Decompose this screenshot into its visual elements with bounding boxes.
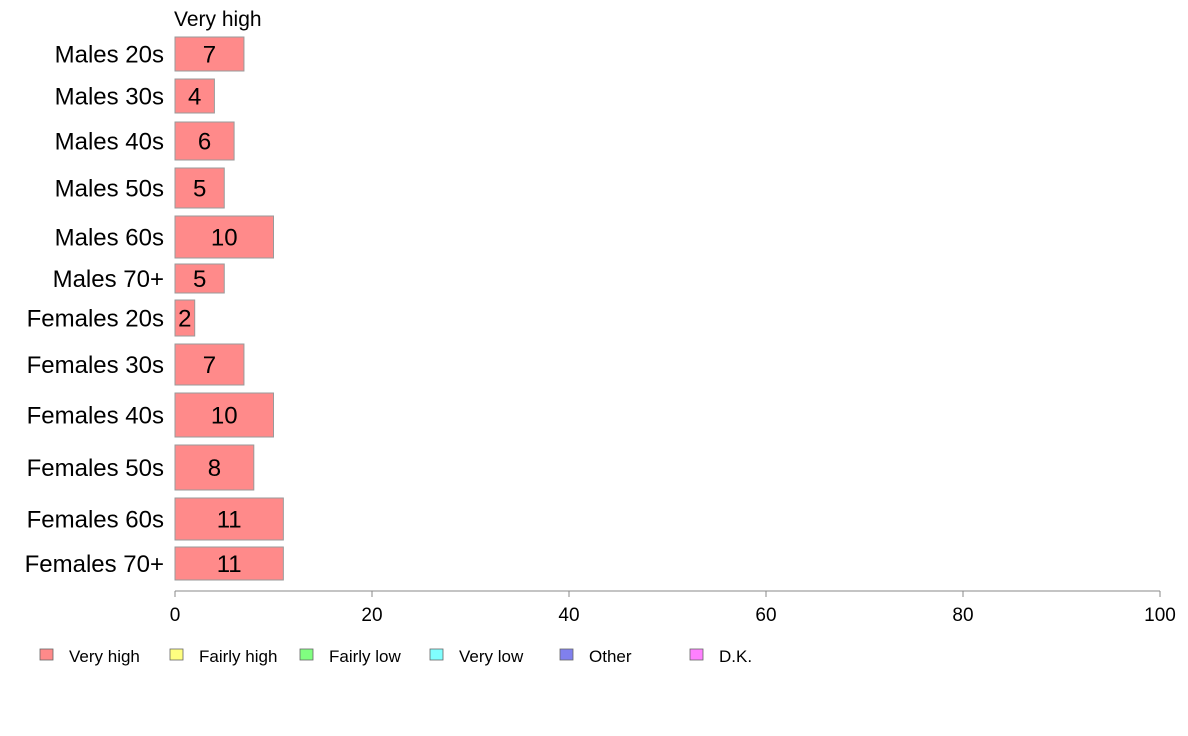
bar xyxy=(174,392,274,438)
data-label: 10 xyxy=(211,403,238,430)
category-label: Females 40s xyxy=(27,403,164,430)
category-label: Males 40s xyxy=(55,129,164,156)
legend-swatch xyxy=(39,648,54,661)
legend-label: Other xyxy=(589,647,632,666)
bar xyxy=(174,546,284,581)
category-label: Females 70+ xyxy=(25,551,164,578)
category-label: Females 20s xyxy=(27,306,164,333)
bar xyxy=(174,444,255,491)
x-axis: 0 20 40 60 80 100 xyxy=(170,590,1176,626)
legend-label: Very high xyxy=(69,647,140,666)
data-label: 5 xyxy=(193,176,206,203)
data-label: 4 xyxy=(188,84,201,111)
legend-label: Fairly high xyxy=(199,647,277,666)
bar xyxy=(174,497,284,541)
legend-swatch xyxy=(429,648,444,661)
bar xyxy=(174,215,274,259)
data-label: 7 xyxy=(203,42,216,69)
bar xyxy=(174,263,225,294)
legend-label: Fairly low xyxy=(329,647,402,666)
data-label: 8 xyxy=(208,455,221,482)
legend: Very high Fairly high Fairly low Very low Ot… xyxy=(39,647,752,666)
bar xyxy=(174,299,196,337)
bar xyxy=(174,167,225,209)
category-label: Males 70+ xyxy=(53,266,164,293)
data-label: 10 xyxy=(211,225,238,252)
category-label: Females 60s xyxy=(27,507,164,534)
legend-label: D.K. xyxy=(719,647,752,666)
category-label: Males 30s xyxy=(55,84,164,111)
x-tick-label: 60 xyxy=(755,605,776,626)
legend-label: Very low xyxy=(459,647,524,666)
x-tick-label: 20 xyxy=(361,605,382,626)
x-tick-label: 100 xyxy=(1144,605,1176,626)
data-label: 2 xyxy=(178,306,191,333)
bar xyxy=(174,78,215,114)
legend-swatch xyxy=(169,648,184,661)
bar xyxy=(174,121,235,161)
bar xyxy=(174,343,245,386)
plot-area: Males 20s 7 Males 30s 4 Males 40s 6 Males 50s 5… xyxy=(25,36,284,581)
category-label: Males 60s xyxy=(55,225,164,252)
x-tick-label: 80 xyxy=(952,605,973,626)
legend-swatch xyxy=(299,648,314,661)
data-label: 7 xyxy=(203,352,216,379)
bar xyxy=(174,36,245,72)
x-tick-label: 40 xyxy=(558,605,579,626)
category-label: Males 20s xyxy=(55,42,164,69)
data-label: 5 xyxy=(193,266,206,293)
legend-swatch xyxy=(689,648,704,661)
data-label: 11 xyxy=(217,507,242,534)
legend-swatch xyxy=(559,648,574,661)
category-label: Males 50s xyxy=(55,176,164,203)
category-label: Females 50s xyxy=(27,455,164,482)
x-tick-label: 0 xyxy=(170,605,181,626)
category-label: Females 30s xyxy=(27,352,164,379)
data-label: 6 xyxy=(198,129,211,156)
data-label: 11 xyxy=(217,551,242,578)
series-header: Very high xyxy=(174,8,262,31)
